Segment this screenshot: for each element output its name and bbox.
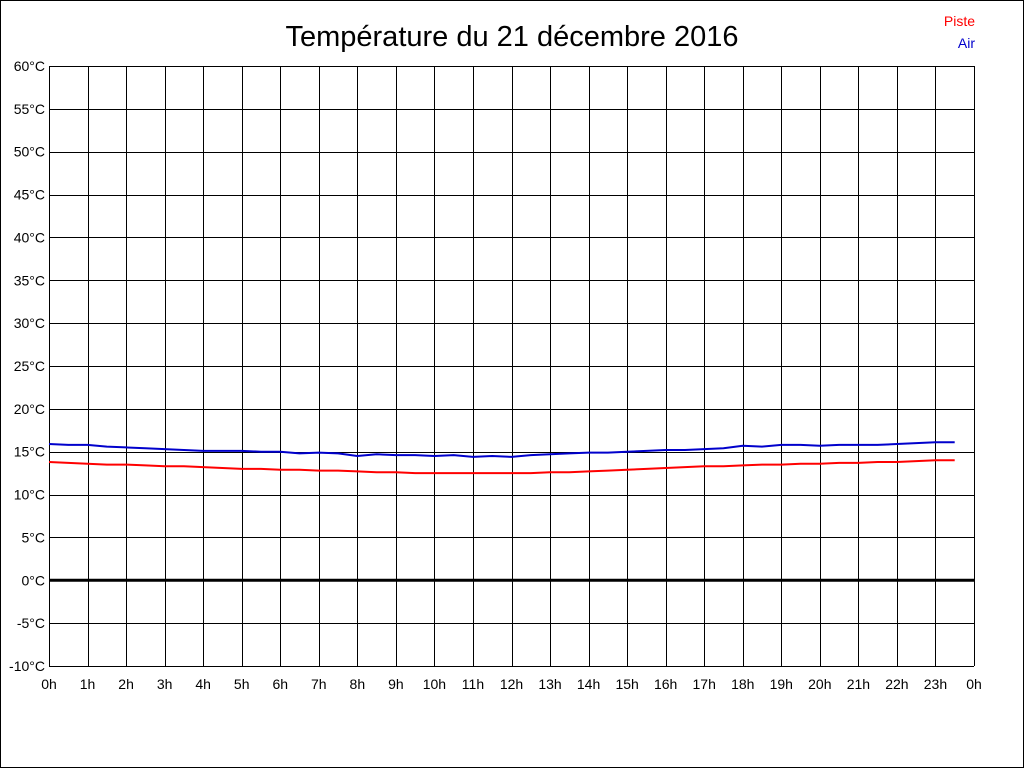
x-tick-label: 4h <box>195 676 211 692</box>
y-tick-label: -5°C <box>17 615 45 631</box>
x-tick-label: 8h <box>350 676 366 692</box>
y-tick-label: 0°C <box>22 572 46 588</box>
y-tick-label: -10°C <box>9 658 45 674</box>
y-tick-label: 40°C <box>14 229 45 245</box>
x-tick-label: 10h <box>423 676 446 692</box>
x-tick-label: 1h <box>80 676 96 692</box>
y-axis-ticks: 60°C 55°C 50°C 45°C 40°C 35°C 30°C 25°C 20°C 15°C… <box>9 58 45 674</box>
y-tick-label: 55°C <box>14 101 45 117</box>
y-tick-label: 15°C <box>14 444 45 460</box>
x-tick-label: 12h <box>500 676 523 692</box>
x-tick-label: 7h <box>311 676 327 692</box>
x-tick-label: 15h <box>615 676 638 692</box>
series-line-piste <box>48 459 955 475</box>
y-tick-label: 20°C <box>14 401 45 417</box>
x-tick-label: 21h <box>847 676 870 692</box>
y-tick-label: 10°C <box>14 487 45 503</box>
y-tick-label: 50°C <box>14 144 45 160</box>
x-tick-label: 5h <box>234 676 250 692</box>
x-tick-label: 18h <box>731 676 754 692</box>
x-tick-label: 17h <box>693 676 716 692</box>
series-line-air <box>48 441 955 458</box>
x-tick-label: 20h <box>808 676 831 692</box>
x-tick-label: 14h <box>577 676 600 692</box>
x-tick-label: 22h <box>885 676 908 692</box>
legend-entry-air: Air <box>958 35 975 51</box>
grid <box>49 66 975 667</box>
x-tick-label: 23h <box>924 676 947 692</box>
series-lines <box>48 441 955 475</box>
y-tick-label: 35°C <box>14 272 45 288</box>
x-tick-label: 0h <box>41 676 57 692</box>
y-tick-label: 30°C <box>14 315 45 331</box>
x-tick-label: 13h <box>538 676 561 692</box>
y-tick-label: 25°C <box>14 358 45 374</box>
legend-entry-piste: Piste <box>944 13 975 29</box>
x-tick-label: 11h <box>462 676 484 692</box>
x-tick-label: 2h <box>118 676 134 692</box>
x-axis-ticks: 0h 1h 2h 3h 4h 5h 6h 7h 8h 9h 10h 11h 12h 13h 14h 15h 16… <box>41 676 982 692</box>
y-tick-label: 5°C <box>22 529 46 545</box>
x-tick-label: 9h <box>388 676 404 692</box>
legend: Piste Air <box>944 13 975 51</box>
chart-title: Température du 21 décembre 2016 <box>285 21 738 53</box>
x-tick-label: 6h <box>272 676 288 692</box>
x-tick-label: 3h <box>157 676 173 692</box>
y-tick-label: 45°C <box>14 187 45 203</box>
y-tick-label: 60°C <box>14 58 45 74</box>
x-tick-label: 16h <box>654 676 677 692</box>
x-tick-label: 19h <box>770 676 793 692</box>
x-tick-label: 0h <box>966 676 982 692</box>
